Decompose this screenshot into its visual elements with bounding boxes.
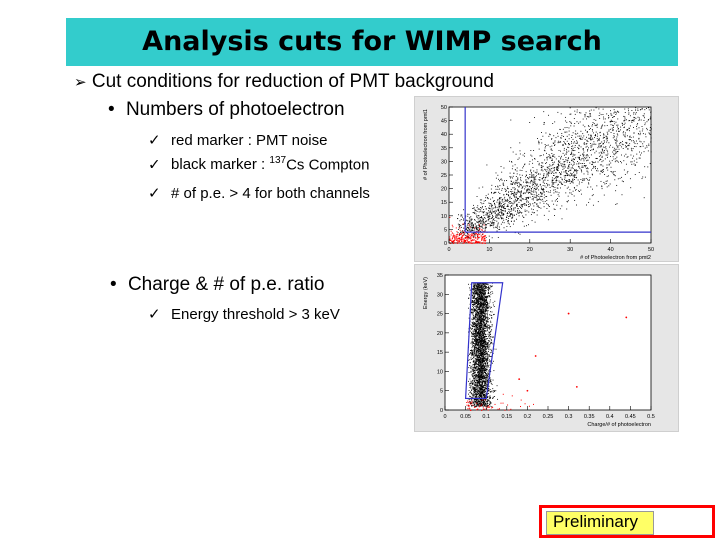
x-tick-label: 0.45 (625, 414, 636, 420)
x-tick-label: 0 (447, 247, 450, 253)
y-tick-label: 5 (444, 227, 447, 233)
y-tick-label: 20 (437, 331, 443, 337)
compton-points (467, 282, 499, 407)
x-tick-label: 0.1 (482, 414, 490, 420)
sub-bullet-2: • Charge & # of p.e. ratio (110, 274, 324, 296)
main-bullet: ➢ Cut conditions for reduction of PMT ba… (74, 71, 494, 93)
x-tick-label: 0 (443, 414, 446, 420)
check-item-4: ✓ Energy threshold > 3 keV (148, 305, 340, 324)
x-axis-label: # of Photoelectron from pmt2 (580, 255, 651, 261)
y-tick-label: 5 (440, 389, 443, 395)
y-tick-label: 10 (437, 369, 443, 375)
preliminary-label: Preliminary (553, 512, 639, 531)
y-tick-label: 15 (437, 350, 443, 356)
main-bullet-text: Cut conditions for reduction of PMT back… (91, 71, 494, 92)
y-tick-label: 25 (437, 312, 443, 318)
sub-bullet-1-text: Numbers of photoelectron (125, 99, 345, 120)
x-tick-label: 0.15 (501, 414, 512, 420)
sub-bullet-1: • Numbers of photoelectron (108, 99, 345, 121)
x-tick-label: 0.35 (584, 414, 595, 420)
y-axis-label: # of Photoelectron from pmt1 (423, 109, 429, 180)
preliminary-badge: Preliminary (539, 505, 715, 538)
x-tick-label: 50 (648, 247, 654, 253)
y-tick-label: 20 (441, 187, 447, 193)
y-tick-label: 35 (437, 273, 443, 279)
check-item-1: ✓ red marker : PMT noise (148, 131, 327, 150)
check-item-1-text: red marker : PMT noise (171, 132, 328, 149)
y-tick-label: 45 (441, 119, 447, 125)
x-tick-label: 30 (567, 247, 573, 253)
x-tick-label: 0.2 (524, 414, 532, 420)
check-icon: ✓ (148, 156, 161, 174)
y-tick-label: 10 (441, 214, 447, 220)
title-bar: Analysis cuts for WIMP search (66, 18, 678, 66)
pe-scatter-plot: 0 10 20 30 40 50 0 5 10 15 20 25 30 35 40 45 50 # of Phot… (414, 96, 679, 262)
sub-bullet-2-text: Charge & # of p.e. ratio (127, 274, 325, 295)
y-axis-label: Energy (keV) (423, 277, 429, 309)
page-title: Analysis cuts for WIMP search (142, 26, 602, 57)
isotope-name: Cs Compton (286, 156, 370, 174)
x-axis-label: Charge/# of photoelectron (587, 422, 651, 428)
preliminary-label-box: Preliminary (546, 511, 654, 535)
x-tick-label: 0.3 (565, 414, 573, 420)
y-tick-label: 15 (441, 200, 447, 206)
check-item-2-text: black marker : (171, 156, 270, 174)
dot-bullet-icon: • (108, 99, 115, 120)
y-tick-label: 35 (441, 146, 447, 152)
check-icon: ✓ (148, 306, 161, 323)
energy-ratio-plot: 0 0.05 0.1 0.15 0.2 0.25 0.3 0.35 0.4 0.45 0.5 0 5 10… (414, 264, 679, 432)
y-tick-label: 25 (441, 173, 447, 179)
y-tick-label: 50 (441, 105, 447, 111)
x-tick-label: 0.5 (647, 414, 655, 420)
arrow-bullet-icon: ➢ (74, 74, 87, 91)
compton-points (457, 107, 652, 239)
x-tick-label: 10 (486, 247, 492, 253)
check-item-3: ✓ # of p.e. > 4 for both channels (148, 184, 370, 203)
x-tick-label: 0.25 (543, 414, 554, 420)
isotope-mass-number: 137 (269, 155, 287, 166)
y-tick-label: 30 (441, 159, 447, 165)
check-icon: ✓ (148, 132, 161, 149)
check-item-3-text: # of p.e. > 4 for both channels (171, 185, 370, 202)
y-tick-label: 30 (437, 292, 443, 298)
y-tick-label: 0 (440, 408, 443, 414)
x-tick-label: 20 (527, 247, 533, 253)
check-item-4-text: Energy threshold > 3 keV (171, 306, 340, 323)
x-tick-label: 40 (608, 247, 614, 253)
energy-cut-band (464, 282, 504, 400)
noise-points (466, 312, 628, 411)
energy-ratio-svg: 0 0.05 0.1 0.15 0.2 0.25 0.3 0.35 0.4 0.45 0.5 0 5 10… (423, 273, 655, 428)
y-tick-label: 0 (444, 241, 447, 247)
check-icon: ✓ (148, 185, 161, 202)
check-item-2: ✓ black marker : 137Cs Compton (148, 155, 369, 174)
y-tick-label: 40 (441, 132, 447, 138)
dot-bullet-icon: • (110, 274, 117, 295)
x-tick-label: 0.4 (606, 414, 614, 420)
noise-points (449, 216, 487, 244)
pe-scatter-svg: 0 10 20 30 40 50 0 5 10 15 20 25 30 35 40 45 50 # of Phot… (423, 105, 654, 261)
x-tick-label: 0.05 (460, 414, 471, 420)
